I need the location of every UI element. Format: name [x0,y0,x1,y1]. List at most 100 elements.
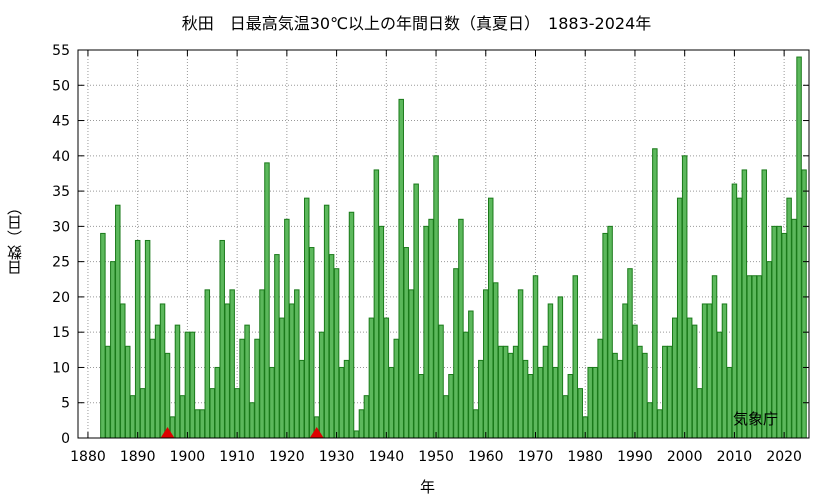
x-tick-label: 1880 [70,449,106,465]
bar [348,211,355,439]
bar [254,338,260,439]
bar [249,402,255,439]
y-tick-label: 20 [52,290,70,306]
bar [115,204,121,439]
chart-title: 秋田 日最高気温30℃以上の年間日数（真夏日） 1883-2024年 [181,14,652,33]
bar [552,366,559,439]
bar [438,324,444,439]
bar [592,366,598,439]
bar [572,275,579,439]
bar [333,268,340,439]
bar [224,303,230,439]
bar [269,366,275,439]
bar [149,338,156,439]
bar [761,169,767,439]
bar [124,345,131,439]
bar [264,162,270,439]
source-credit: 気象庁 [733,410,779,428]
y-tick-label: 50 [52,78,70,94]
bar [458,218,464,439]
bar [363,395,370,439]
bar [776,225,782,439]
bar [483,289,489,439]
bar [433,155,439,439]
y-tick-label: 25 [52,255,70,271]
bar [786,197,792,439]
x-tick-label: 1950 [418,449,454,465]
bar [338,366,345,439]
bar [343,359,350,439]
bar [791,218,797,439]
bar [731,183,738,439]
bar [164,352,171,439]
bar [229,289,235,439]
bar [189,331,196,439]
y-tick-label: 15 [52,325,70,341]
y-tick-label: 35 [52,184,70,200]
bar [532,275,539,439]
bar [502,345,509,439]
bar [716,331,723,439]
x-tick-label: 1920 [269,449,305,465]
bar [607,225,613,439]
x-tick-label: 1930 [319,449,355,465]
bar-series [100,56,807,439]
bar [488,197,494,439]
plot-frame [77,49,810,439]
bar [418,374,424,439]
bar [612,352,618,439]
bar [393,338,399,439]
x-tick-label: 2000 [667,449,703,465]
bar [174,324,181,439]
bar [304,197,310,439]
bar [144,239,151,439]
bar [701,303,708,439]
bar [522,359,529,439]
bar [741,169,748,439]
bar [801,169,807,439]
bar [681,155,688,439]
marker-series [160,427,324,438]
y-tick-label: 10 [52,360,70,376]
bar [179,395,186,439]
bar [259,289,265,439]
y-tick-label: 55 [52,43,70,59]
bar [134,239,141,439]
x-tick-label: 1900 [170,449,206,465]
missing-year-marker [309,427,324,438]
bar [468,310,474,439]
bar [413,183,419,439]
x-tick-label: 1970 [518,449,554,465]
bar [453,268,459,439]
bar [517,289,524,439]
bar [353,430,360,439]
bar [657,409,663,439]
bar [686,317,693,439]
bar [378,225,385,439]
bar [781,232,787,439]
bar [423,225,429,439]
bar [408,289,414,439]
bar [388,366,395,439]
y-axis: 0 5 10 15 20 25 30 35 40 45 50 55 [52,43,809,447]
y-tick-label: 40 [52,149,70,165]
bar [129,395,136,439]
bar [637,345,643,439]
x-tick-label: 1960 [468,449,504,465]
bar [676,197,683,439]
bar [512,345,519,439]
bar [448,374,454,439]
bar [199,409,206,439]
y-tick-label: 5 [61,396,70,412]
bar [323,204,330,439]
y-axis-label: 日数（日） [6,200,24,275]
bar [443,395,449,439]
bar [204,289,211,439]
bar [587,366,593,439]
bar [696,388,703,439]
x-axis: 1880 1890 1900 1910 1920 1930 1940 1950 1960 1970… [70,50,802,465]
bar [507,352,514,439]
bar [642,352,648,439]
bar [662,345,668,439]
